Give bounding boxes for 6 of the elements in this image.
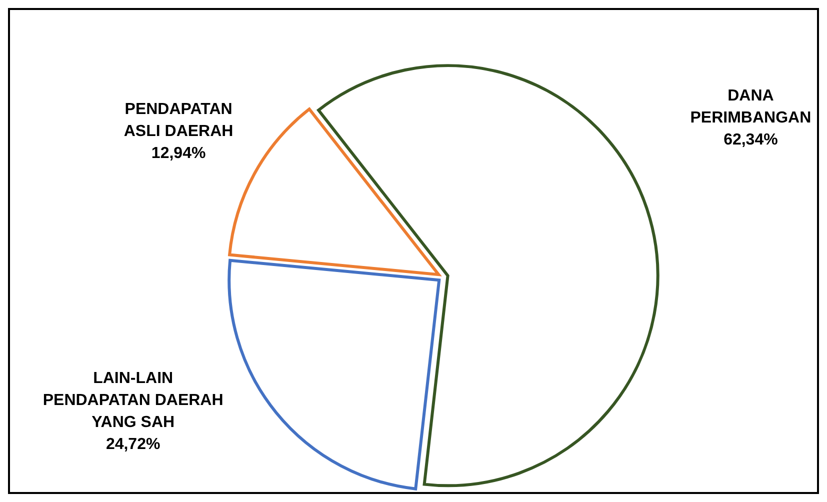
data-label: 12,94% xyxy=(151,144,206,162)
slice-label: PENDAPATAN ASLI DAERAH xyxy=(124,100,234,140)
slice-label: DANA PERIMBANGAN xyxy=(690,87,812,126)
slice-label: LAIN-LAIN PENDAPATAN DAERAH YANG SAH xyxy=(42,370,224,431)
data-label: 62,34% xyxy=(724,131,778,148)
data-label: 24,72% xyxy=(106,436,160,453)
